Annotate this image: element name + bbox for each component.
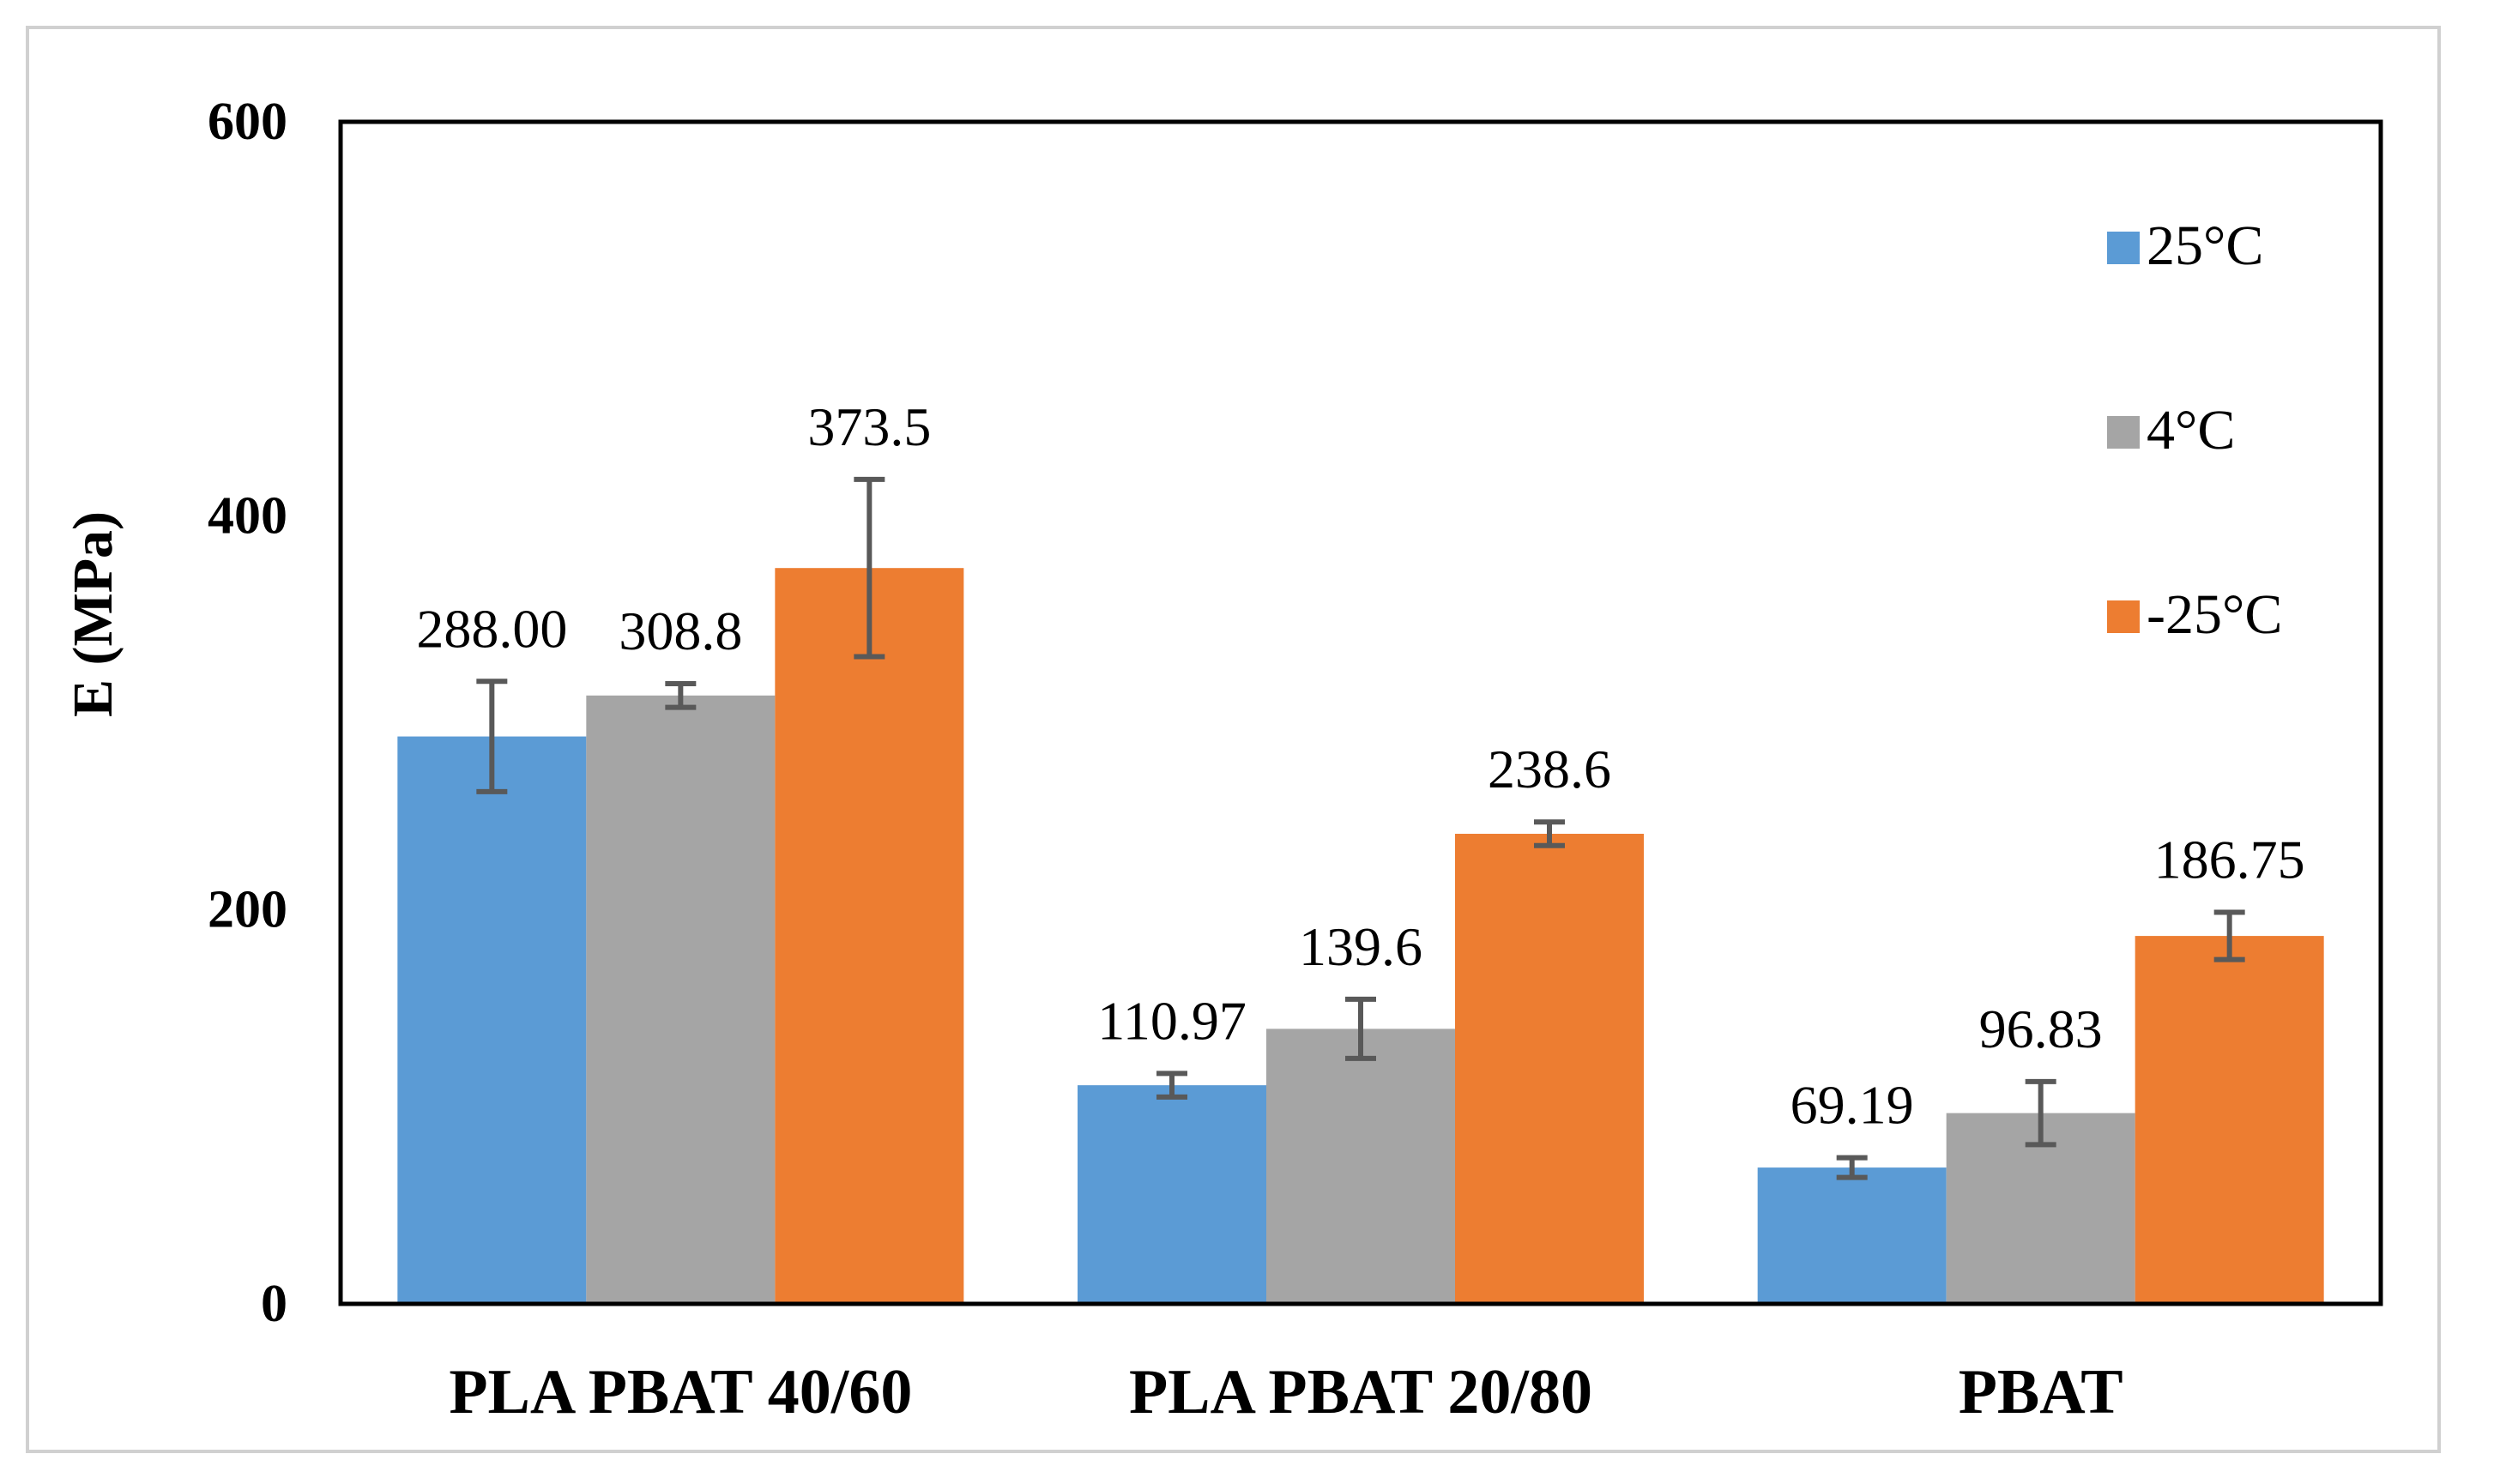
plot-layer: 288.00 308.8 373.5 110.97 139.6 238.6 69.19 96.… [397,396,2324,1304]
x-axis-categories: PLA PBAT 40/60 PLA PBAT 20/80 PBAT [449,1357,2123,1427]
bar [1757,1167,1947,1304]
legend-label: -25°C [2147,583,2282,646]
legend-swatch [2107,600,2140,633]
bar [2135,936,2324,1304]
bar [1455,834,1644,1304]
bar [775,568,964,1304]
y-tick-label: 400 [208,486,287,545]
legend-label: 25°C [2147,214,2263,277]
bar [1266,1029,1455,1304]
bar [1078,1085,1266,1304]
data-label: 96.83 [1979,998,2103,1059]
legend-swatch [2107,232,2140,264]
plot-area-border [338,119,2383,1306]
legend-label: 4°C [2147,399,2235,461]
bar [586,695,776,1304]
data-label: 110.97 [1097,990,1247,1051]
legend: 25°C 4°C -25°C [2107,214,2282,646]
bar [397,736,587,1304]
data-label: 139.6 [1299,916,1422,977]
data-label: 373.5 [807,396,931,457]
data-label: 288.00 [416,598,567,659]
data-label: 308.8 [619,600,742,661]
y-axis-ticks: 0 200 400 600 [208,93,287,1333]
y-tick-label: 200 [208,881,287,939]
x-category-label: PBAT [1959,1357,2123,1427]
data-label: 186.75 [2154,829,2305,890]
y-tick-label: 600 [208,93,287,151]
data-label: 238.6 [1488,739,1611,799]
x-category-label: PLA PBAT 40/60 [449,1357,912,1427]
data-label: 69.19 [1790,1075,1914,1136]
x-category-label: PLA PBAT 20/80 [1129,1357,1592,1427]
y-axis-label: E (MPa) [62,511,124,717]
y-tick-label: 0 [261,1275,287,1333]
legend-swatch [2107,416,2140,449]
